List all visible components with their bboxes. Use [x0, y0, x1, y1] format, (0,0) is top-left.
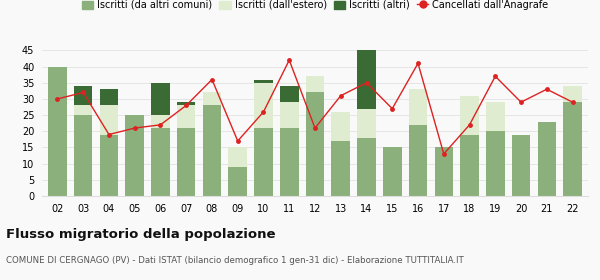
Bar [74, 86, 92, 105]
Bar [357, 109, 376, 138]
Bar [100, 89, 118, 105]
Bar [512, 134, 530, 196]
Bar [434, 148, 453, 196]
Bar [254, 80, 273, 83]
Bar [151, 83, 170, 115]
Bar [357, 138, 376, 196]
Bar [48, 67, 67, 196]
Bar [74, 105, 92, 115]
Bar [409, 125, 427, 196]
Bar [486, 102, 505, 131]
Bar [563, 86, 582, 102]
Bar [331, 141, 350, 196]
Bar [100, 134, 118, 196]
Bar [254, 83, 273, 128]
Bar [563, 102, 582, 196]
Bar [151, 128, 170, 196]
Bar [177, 105, 196, 128]
Text: Flusso migratorio della popolazione: Flusso migratorio della popolazione [6, 228, 275, 241]
Bar [280, 86, 299, 102]
Bar [409, 89, 427, 125]
Bar [203, 92, 221, 105]
Bar [151, 115, 170, 128]
Bar [460, 134, 479, 196]
Legend: Iscritti (da altri comuni), Iscritti (dall'estero), Iscritti (altri), Cancellati: Iscritti (da altri comuni), Iscritti (da… [82, 0, 548, 10]
Bar [203, 105, 221, 196]
Bar [74, 115, 92, 196]
Bar [125, 115, 144, 196]
Bar [306, 92, 324, 196]
Bar [357, 50, 376, 109]
Bar [280, 128, 299, 196]
Bar [460, 96, 479, 134]
Bar [177, 128, 196, 196]
Bar [486, 131, 505, 196]
Text: COMUNE DI CERGNAGO (PV) - Dati ISTAT (bilancio demografico 1 gen-31 dic) - Elabo: COMUNE DI CERGNAGO (PV) - Dati ISTAT (bi… [6, 256, 464, 265]
Bar [177, 102, 196, 105]
Bar [229, 167, 247, 196]
Bar [538, 122, 556, 196]
Bar [331, 112, 350, 141]
Bar [280, 102, 299, 128]
Bar [306, 76, 324, 92]
Bar [100, 105, 118, 134]
Bar [383, 148, 401, 196]
Bar [229, 148, 247, 167]
Bar [254, 128, 273, 196]
